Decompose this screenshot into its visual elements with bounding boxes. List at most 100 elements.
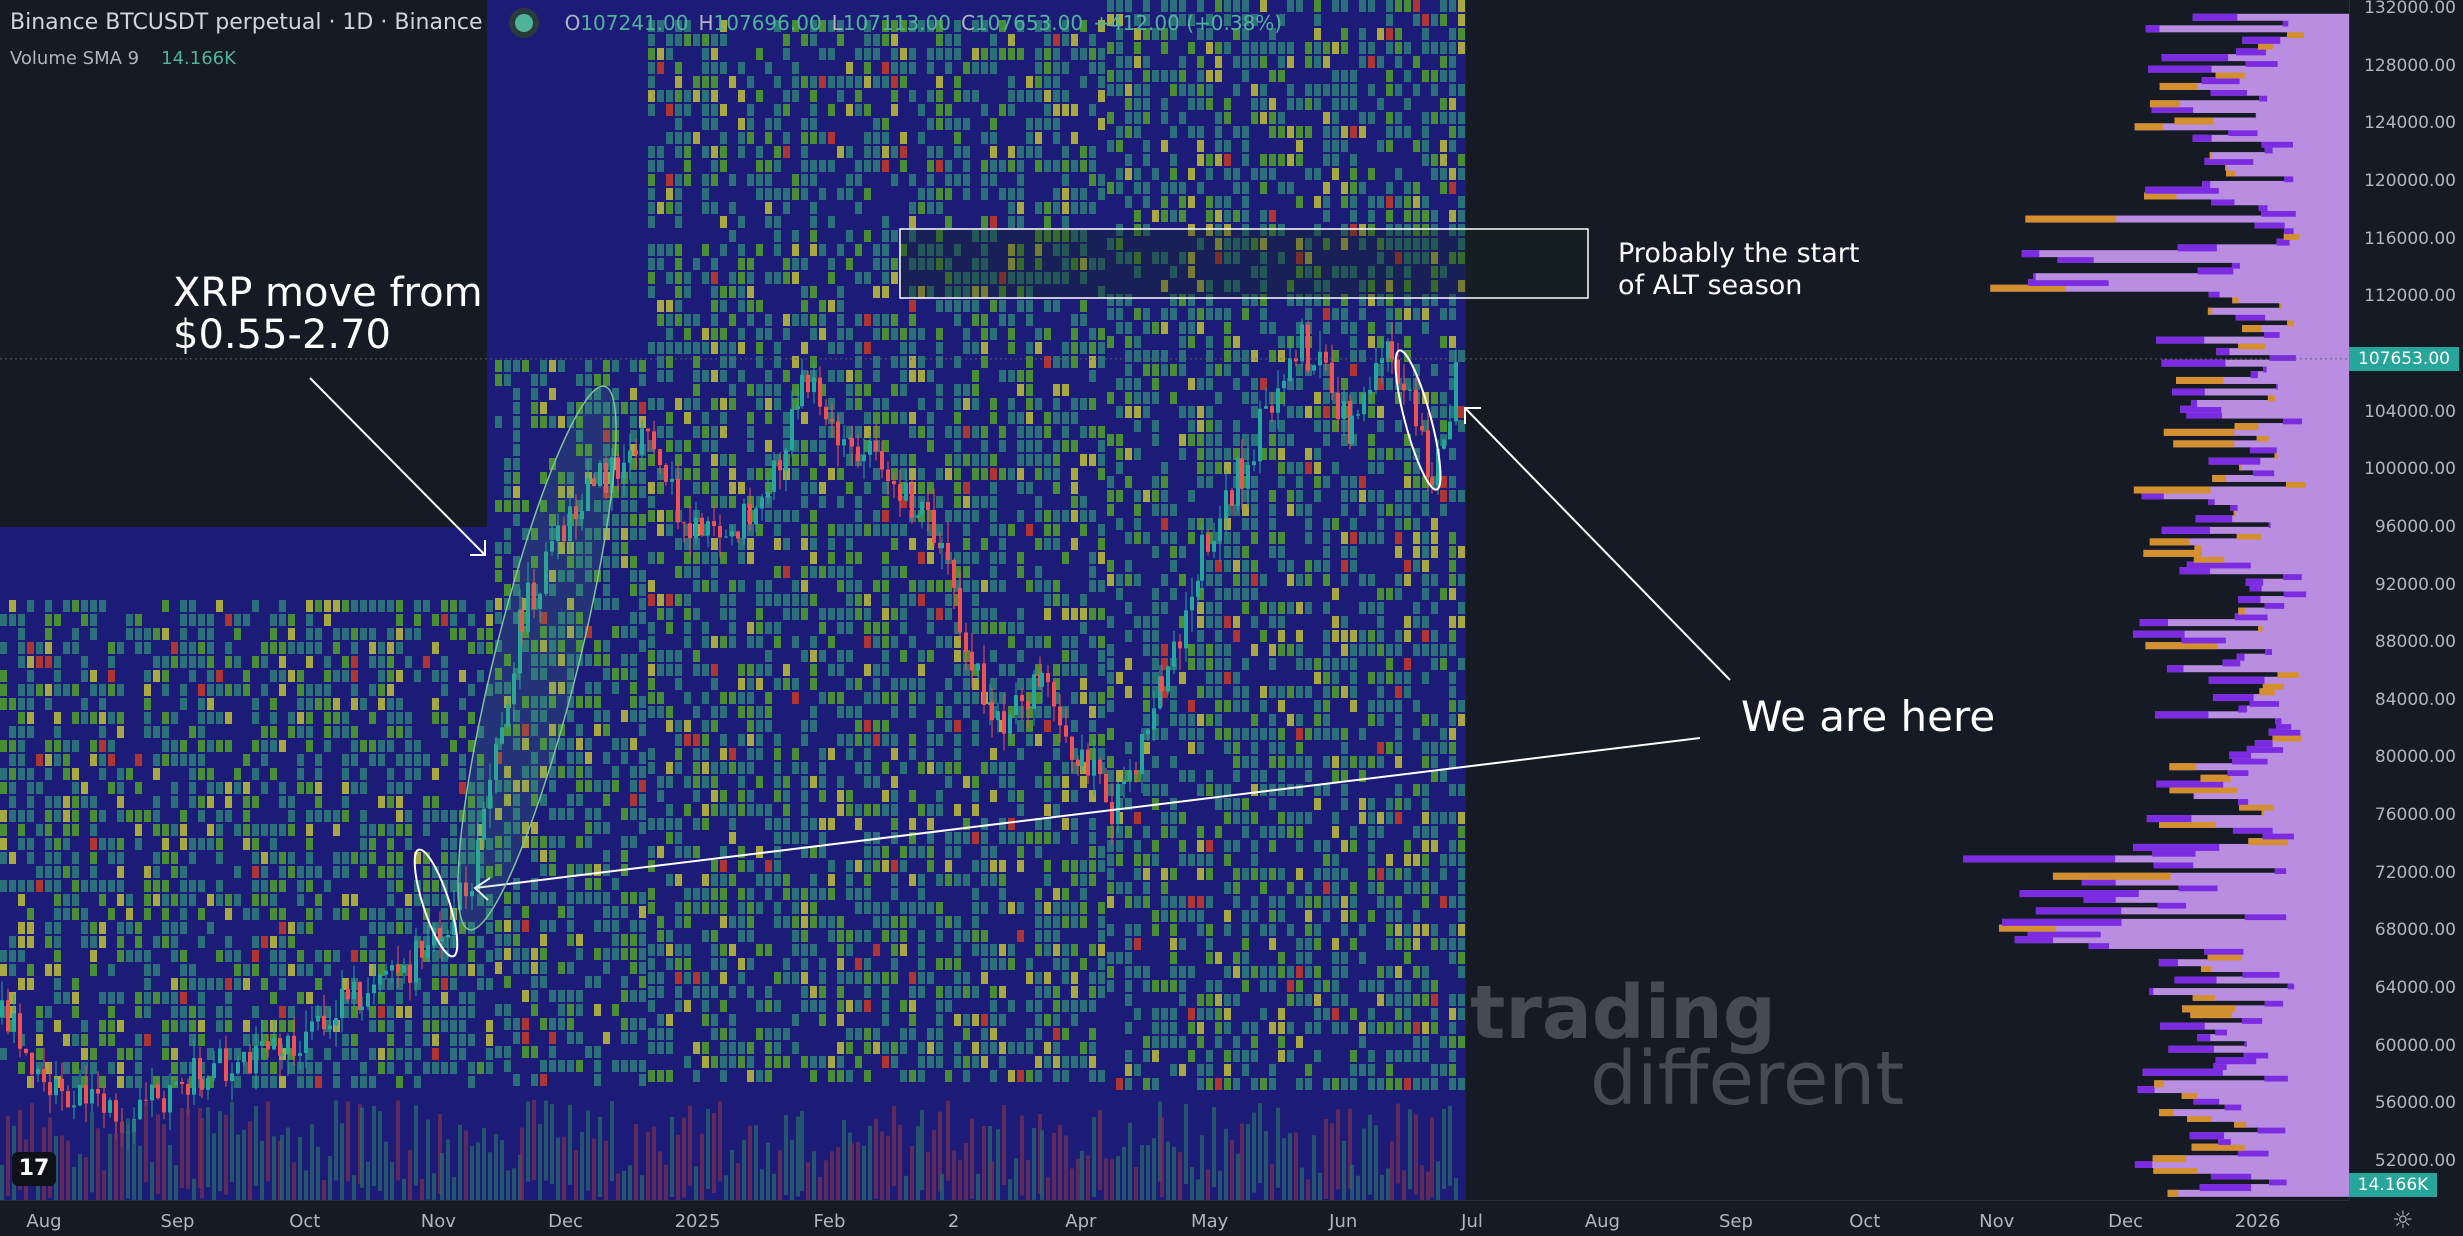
heatmap-cell: [504, 822, 511, 834]
heatmap-cell: [621, 836, 628, 848]
heatmap-cell: [450, 880, 457, 892]
heatmap-cell: [693, 384, 700, 396]
heatmap-cell: [783, 594, 790, 606]
heatmap-cell: [180, 810, 187, 822]
heatmap-cell: [405, 712, 412, 724]
heatmap-cell: [567, 682, 574, 694]
heatmap-cell: [837, 1000, 844, 1012]
heatmap-cell: [846, 566, 853, 578]
heatmap-cell: [1143, 644, 1150, 656]
heatmap-cell: [81, 1076, 88, 1088]
heatmap-cell: [675, 174, 682, 186]
heatmap-cell: [558, 808, 565, 820]
chart-plot-area[interactable]: [0, 0, 2349, 1200]
heatmap-cell: [981, 944, 988, 956]
heatmap-cell: [1233, 686, 1240, 698]
heatmap-cell: [594, 1074, 601, 1086]
heatmap-cell: [540, 626, 547, 638]
heatmap-cell: [1314, 392, 1321, 404]
heatmap-cell: [837, 188, 844, 200]
heatmap-cell: [774, 398, 781, 410]
heatmap-cell: [909, 286, 916, 298]
heatmap-cell: [738, 370, 745, 382]
heatmap-cell: [558, 626, 565, 638]
heatmap-cell: [1233, 546, 1240, 558]
heatmap-cell: [945, 62, 952, 74]
heatmap-cell: [1251, 434, 1258, 446]
heatmap-cell: [261, 740, 268, 752]
heatmap-cell: [855, 426, 862, 438]
heatmap-cell: [738, 930, 745, 942]
heatmap-cell: [1107, 182, 1114, 194]
heatmap-cell: [1170, 182, 1177, 194]
heatmap-cell: [252, 866, 259, 878]
heatmap-cell: [765, 62, 772, 74]
heatmap-cell: [765, 454, 772, 466]
heatmap-cell: [675, 76, 682, 88]
heatmap-cell: [495, 556, 502, 568]
heatmap-cell: [576, 1060, 583, 1072]
heatmap-cell: [747, 552, 754, 564]
heatmap-cell: [729, 482, 736, 494]
heatmap-cell: [198, 838, 205, 850]
heatmap-cell: [666, 622, 673, 634]
heatmap-cell: [81, 782, 88, 794]
heatmap-cell: [279, 908, 286, 920]
heatmap-cell: [855, 734, 862, 746]
heatmap-cell: [990, 468, 997, 480]
heatmap-cell: [1053, 1028, 1060, 1040]
heatmap-cell: [1152, 322, 1159, 334]
heatmap-cell: [1062, 510, 1069, 522]
heatmap-cell: [675, 188, 682, 200]
heatmap-cell: [513, 416, 520, 428]
heatmap-cell: [801, 370, 808, 382]
heatmap-cell: [792, 76, 799, 88]
heatmap-cell: [936, 244, 943, 256]
heatmap-cell: [1323, 658, 1330, 670]
heatmap-cell: [855, 804, 862, 816]
heatmap-cell: [1017, 748, 1024, 760]
heatmap-cell: [810, 230, 817, 242]
heatmap-cell: [207, 796, 214, 808]
heatmap-cell: [990, 412, 997, 424]
heatmap-cell: [36, 754, 43, 766]
heatmap-cell: [54, 684, 61, 696]
heatmap-cell: [1098, 118, 1105, 130]
heatmap-cell: [1368, 630, 1375, 642]
heatmap-cell: [1008, 468, 1015, 480]
heatmap-cell: [864, 20, 871, 32]
heatmap-cell: [972, 678, 979, 690]
heatmap-cell: [531, 766, 538, 778]
heatmap-cell: [639, 1060, 646, 1072]
heatmap-cell: [729, 916, 736, 928]
heatmap-cell: [702, 272, 709, 284]
heatmap-cell: [1170, 28, 1177, 40]
heatmap-cell: [711, 370, 718, 382]
heatmap-cell: [1296, 602, 1303, 614]
heatmap-cell: [954, 720, 961, 732]
heatmap-cell: [747, 762, 754, 774]
heatmap-cell: [1044, 538, 1051, 550]
heatmap-cell: [135, 754, 142, 766]
heatmap-cell: [1350, 154, 1357, 166]
heatmap-cell: [477, 810, 484, 822]
heatmap-cell: [72, 852, 79, 864]
heatmap-cell: [999, 300, 1006, 312]
heatmap-cell: [567, 766, 574, 778]
heatmap-cell: [1197, 182, 1204, 194]
heatmap-cell: [1170, 168, 1177, 180]
heatmap-cell: [1359, 28, 1366, 40]
heatmap-cell: [117, 810, 124, 822]
heatmap-cell: [639, 934, 646, 946]
heatmap-cell: [477, 824, 484, 836]
heatmap-cell: [1116, 182, 1123, 194]
heatmap-cell: [612, 906, 619, 918]
heatmap-cell: [216, 894, 223, 906]
heatmap-cell: [450, 838, 457, 850]
heatmap-cell: [360, 810, 367, 822]
heatmap-cell: [1233, 798, 1240, 810]
heatmap-cell: [1341, 434, 1348, 446]
heatmap-cell: [1053, 930, 1060, 942]
heatmap-cell: [1359, 728, 1366, 740]
